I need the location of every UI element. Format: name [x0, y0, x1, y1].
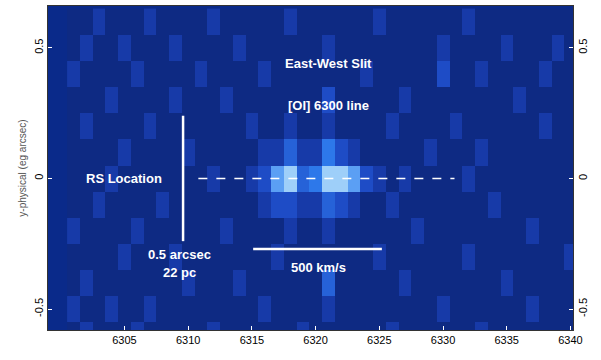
svg-text:0: 0: [577, 174, 589, 180]
svg-text:East-West Slit: East-West Slit: [285, 56, 372, 71]
svg-text:500 km/s: 500 km/s: [291, 260, 346, 275]
svg-text:-0.5: -0.5: [577, 298, 589, 317]
svg-text:6330: 6330: [431, 334, 455, 346]
svg-text:6315: 6315: [240, 334, 264, 346]
svg-text:6310: 6310: [176, 334, 200, 346]
svg-text:0.5: 0.5: [33, 39, 45, 54]
svg-text:-0.5: -0.5: [33, 298, 45, 317]
svg-text:22 pc: 22 pc: [163, 265, 196, 280]
svg-text:6305: 6305: [112, 334, 136, 346]
svg-text:RS Location: RS Location: [86, 171, 162, 186]
svg-text:0.5 arcsec: 0.5 arcsec: [148, 247, 211, 262]
svg-text:y-physical (eg arcsec): y-physical (eg arcsec): [17, 119, 28, 216]
svg-text:6340: 6340: [558, 334, 582, 346]
svg-text:0: 0: [33, 174, 45, 180]
svg-text:6325: 6325: [367, 334, 391, 346]
svg-text:[OI] 6300 line: [OI] 6300 line: [288, 98, 369, 113]
svg-text:6335: 6335: [494, 334, 518, 346]
svg-text:0.5: 0.5: [577, 39, 589, 54]
svg-text:6320: 6320: [303, 334, 327, 346]
